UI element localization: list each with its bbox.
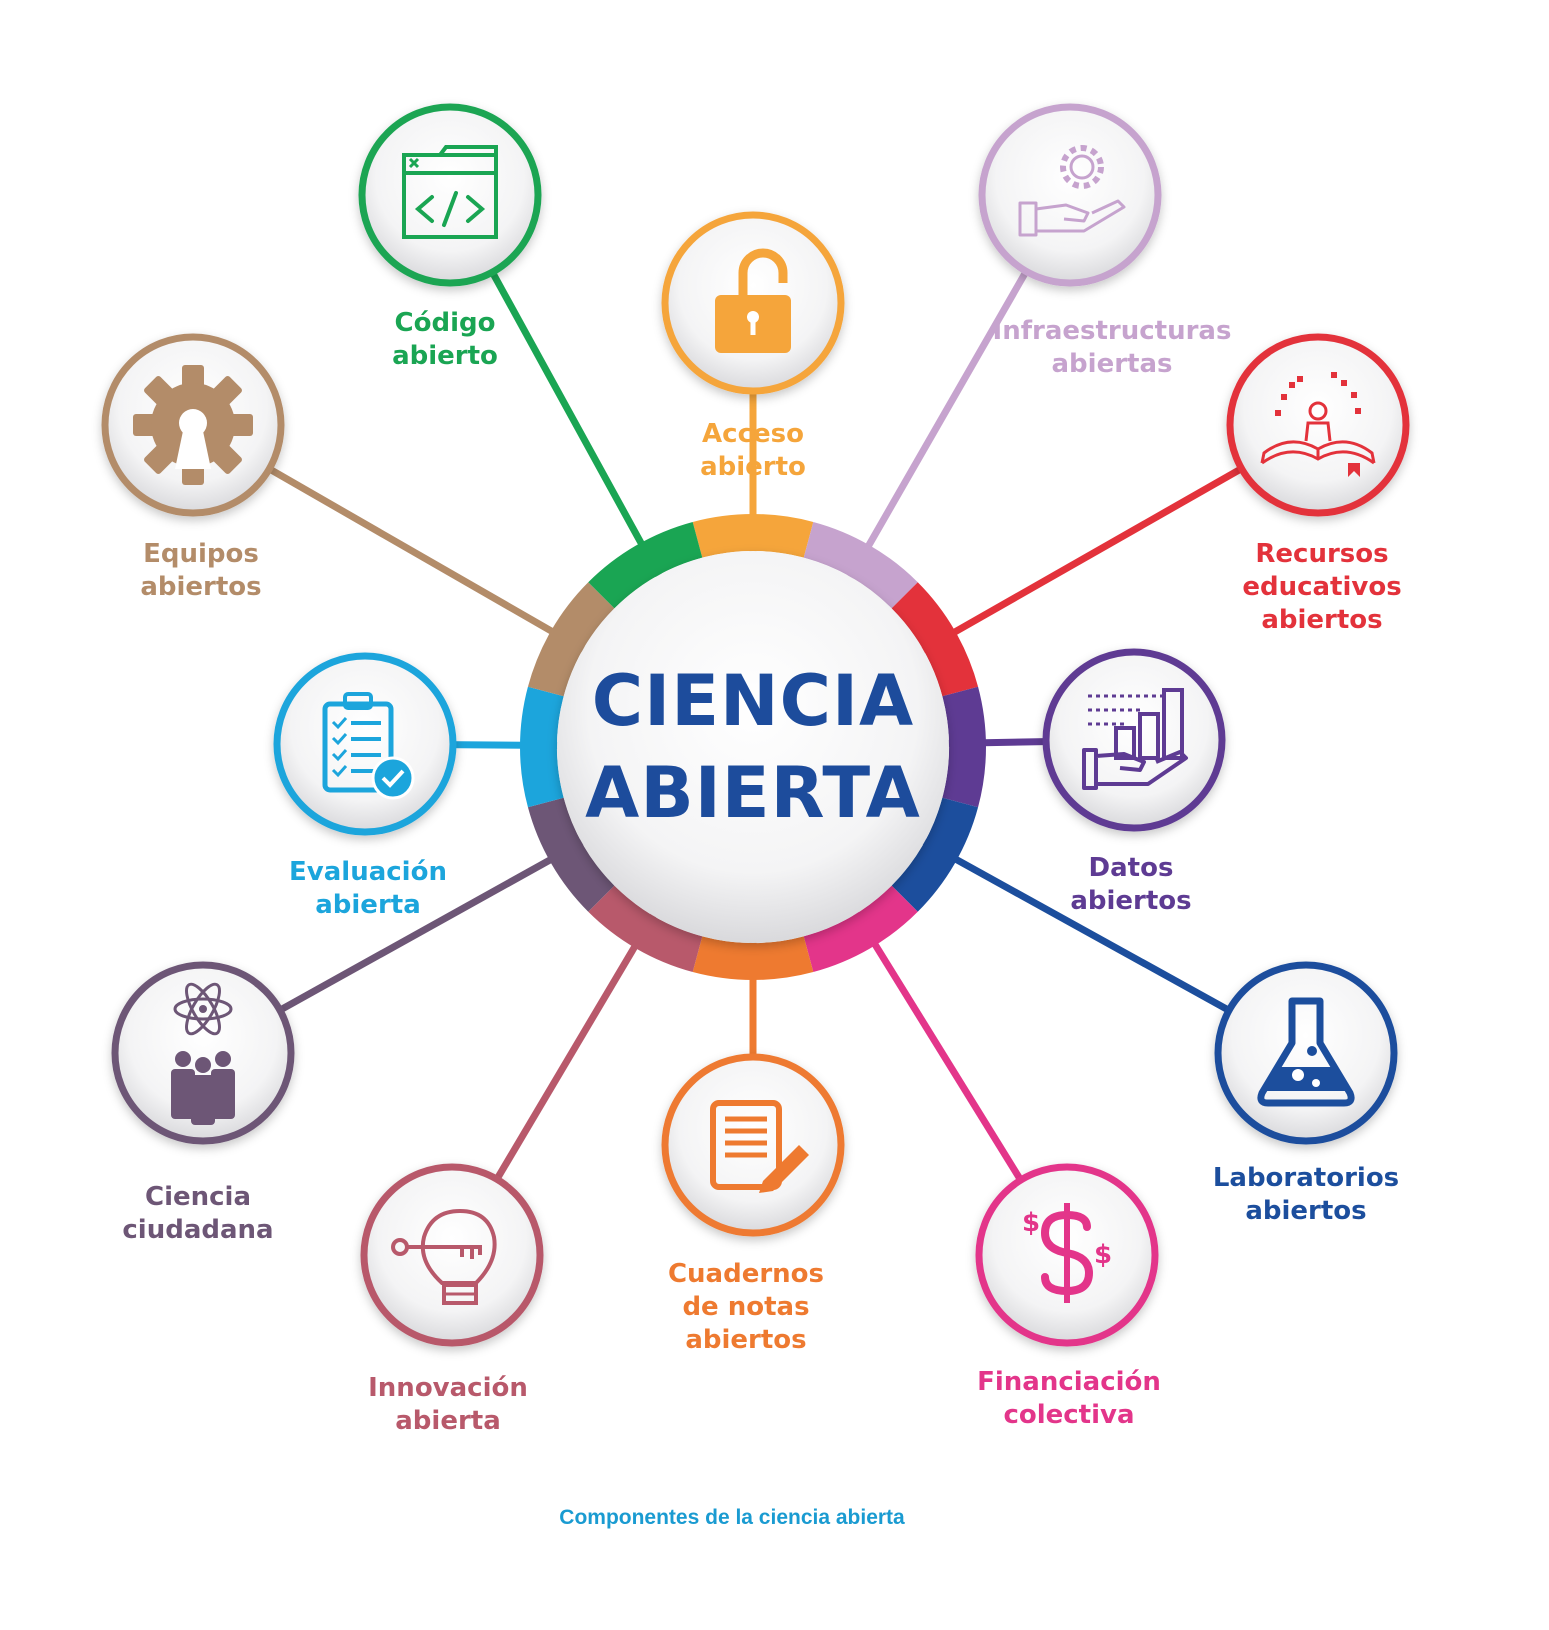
label-acceso-line-1: Acceso — [702, 419, 804, 449]
ring-segment-acceso — [692, 514, 814, 558]
label-infraestructuras-line-1: Infraestructuras — [992, 316, 1232, 346]
dollar-sign-icon: $$ — [1022, 1203, 1112, 1303]
label-recursos-line-3: abiertos — [1261, 605, 1383, 635]
label-financiacion-line-1: Financiación — [977, 1367, 1161, 1397]
node-infraestructuras — [978, 103, 1162, 287]
ring-segment-cuadernos — [692, 936, 814, 980]
label-datos-line-1: Datos — [1088, 853, 1174, 883]
node-circle-ciudadana — [111, 961, 295, 1145]
node-circle-laboratorios — [1214, 961, 1398, 1145]
node-circle-codigo — [358, 103, 542, 287]
center-color-ring — [520, 514, 986, 980]
label-innovacion-line-2: abierta — [395, 1406, 501, 1436]
label-codigo: Código abierto — [392, 307, 498, 373]
people-atom-icon — [171, 982, 235, 1125]
component-nodes: $$ — [101, 103, 1410, 1347]
label-laboratorios-line-2: abiertos — [1245, 1196, 1367, 1226]
node-codigo — [358, 103, 542, 287]
center-title: CIENCIA ABIERTA — [585, 655, 921, 839]
node-circle-infraestructuras — [978, 103, 1162, 287]
label-evaluacion-line-2: abierta — [315, 890, 421, 920]
ring-segment-infraestructuras — [803, 521, 918, 609]
label-equipos: Equipos abiertos — [140, 538, 261, 604]
label-acceso: Acceso abierto — [700, 418, 806, 484]
node-datos — [1042, 648, 1226, 832]
label-evaluacion-line-1: Evaluación — [289, 857, 447, 887]
hand-gear-icon — [1018, 145, 1126, 237]
hand-bar-chart-icon — [1082, 688, 1188, 790]
node-ciudadana — [111, 961, 295, 1145]
label-infraestructuras-line-2: abiertas — [1051, 349, 1173, 379]
ring-segment-innovacion — [588, 885, 703, 973]
node-laboratorios — [1214, 961, 1398, 1145]
label-laboratorios: Laboratorios abiertos — [1213, 1162, 1399, 1228]
label-evaluacion: Evaluación abierta — [289, 856, 447, 922]
node-acceso — [661, 211, 845, 395]
label-recursos-line-2: educativos — [1242, 572, 1402, 602]
node-cuadernos — [661, 1053, 845, 1237]
label-datos: Datos abiertos — [1070, 852, 1191, 918]
ring-segment-recursos — [891, 582, 979, 697]
bulb-key-icon — [391, 1208, 497, 1305]
label-ciudadana-line-1: Ciencia — [144, 1182, 252, 1212]
label-cuadernos-line-3: abiertos — [685, 1325, 807, 1355]
label-cuadernos: Cuadernos de notas abiertos — [668, 1258, 824, 1357]
svg-text:$: $ — [1094, 1240, 1112, 1270]
flask-icon — [1257, 997, 1355, 1107]
open-padlock-icon — [715, 248, 791, 353]
label-infraestructuras: Infraestructuras abiertas — [993, 315, 1232, 381]
label-datos-line-2: abiertos — [1070, 886, 1192, 916]
node-recursos — [1226, 333, 1410, 517]
ring-segment-laboratorios — [891, 797, 979, 912]
ring-segment-ciudadana — [527, 797, 615, 912]
label-innovacion: Innovación abierta — [368, 1372, 528, 1438]
ring-segment-codigo — [588, 521, 703, 609]
label-ciudadana-line-2: ciudadana — [122, 1215, 274, 1245]
label-recursos: Recursos educativos abiertos — [1242, 538, 1401, 637]
label-financiacion: Financiación colectiva — [977, 1366, 1161, 1432]
ring-segment-financiacion — [803, 885, 918, 973]
node-financiacion: $$ — [975, 1163, 1159, 1347]
node-circle-innovacion — [360, 1163, 544, 1347]
node-innovacion — [360, 1163, 544, 1347]
node-evaluacion — [273, 652, 457, 836]
label-recursos-line-1: Recursos — [1255, 539, 1389, 569]
label-codigo-line-2: abierto — [392, 341, 498, 371]
center-title-line-1: CIENCIA — [591, 660, 915, 742]
center-title-line-2: ABIERTA — [585, 752, 921, 834]
label-cuadernos-line-2: de notas — [682, 1292, 810, 1322]
label-innovacion-line-1: Innovación — [368, 1373, 528, 1403]
label-acceso-line-2: abierto — [700, 452, 806, 482]
open-book-reader-icon — [1260, 372, 1376, 477]
label-cuadernos-line-1: Cuadernos — [667, 1259, 825, 1289]
center-disc — [557, 551, 949, 943]
label-equipos-line-2: abiertos — [140, 572, 262, 602]
open-hardware-gear-icon — [133, 365, 253, 485]
label-financiacion-line-2: colectiva — [1003, 1400, 1135, 1430]
code-window-icon — [402, 145, 498, 239]
clipboard-check-icon — [322, 692, 415, 800]
notebook-pen-icon — [710, 1100, 809, 1193]
label-codigo-line-1: Código — [394, 308, 496, 338]
label-equipos-line-1: Equipos — [143, 539, 259, 569]
label-laboratorios-line-1: Laboratorios — [1212, 1163, 1400, 1193]
ring-segment-equipos — [527, 582, 615, 697]
ring-segment-evaluacion — [520, 686, 564, 808]
figure-caption: Componentes de la ciencia abierta — [559, 1506, 905, 1529]
label-ciudadana: Ciencia ciudadana — [122, 1181, 273, 1247]
svg-text:$: $ — [1022, 1208, 1040, 1238]
ring-segment-datos — [942, 686, 986, 808]
node-circle-evaluacion — [273, 652, 457, 836]
node-circle-recursos — [1226, 333, 1410, 517]
node-equipos — [101, 333, 285, 517]
